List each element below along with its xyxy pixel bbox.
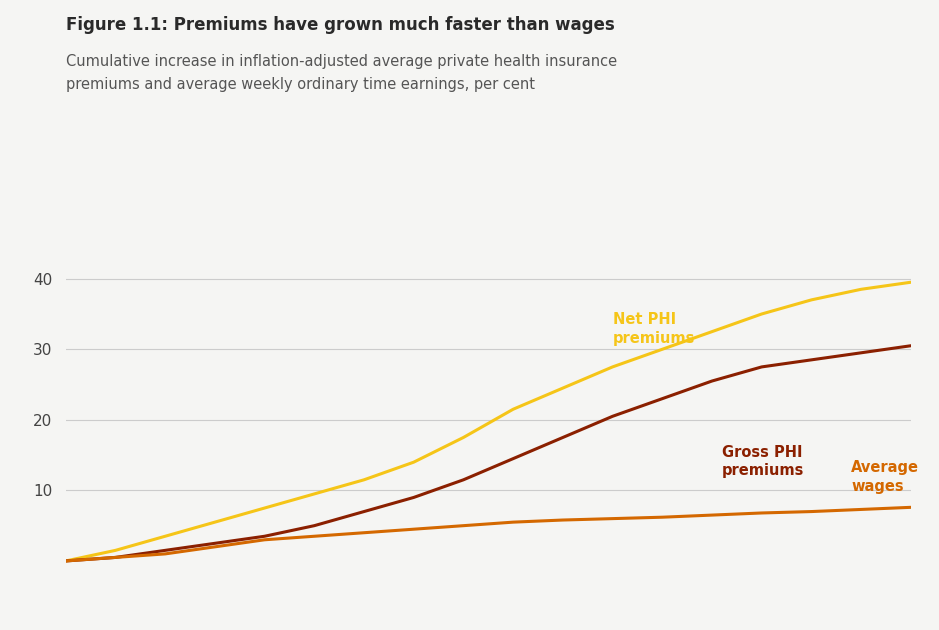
Text: Average
wages: Average wages — [851, 461, 919, 494]
Text: Net PHI
premiums: Net PHI premiums — [612, 312, 695, 346]
Text: Cumulative increase in inflation-adjusted average private health insurance: Cumulative increase in inflation-adjuste… — [66, 54, 617, 69]
Text: premiums and average weekly ordinary time earnings, per cent: premiums and average weekly ordinary tim… — [66, 77, 534, 92]
Text: Gross PHI
premiums: Gross PHI premiums — [722, 445, 805, 478]
Text: Figure 1.1: Premiums have grown much faster than wages: Figure 1.1: Premiums have grown much fas… — [66, 16, 614, 34]
